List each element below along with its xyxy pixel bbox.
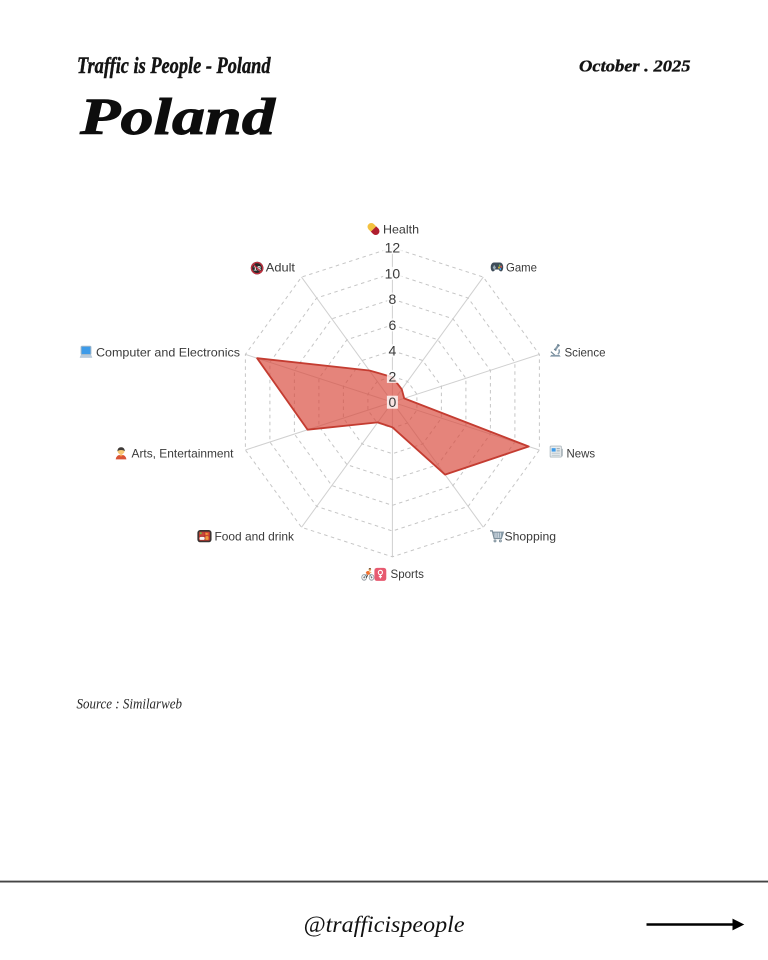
svg-text:Computer and Electronics: Computer and Electronics xyxy=(96,345,240,359)
svg-text:Game: Game xyxy=(506,260,537,274)
svg-text:10: 10 xyxy=(385,265,401,281)
svg-text:8: 8 xyxy=(389,291,397,307)
svg-text:4: 4 xyxy=(389,343,397,359)
svg-text:Traffic is People - Poland: Traffic is People - Poland xyxy=(77,53,271,78)
svg-text:Health: Health xyxy=(383,222,419,236)
svg-text:October . 2025: October . 2025 xyxy=(579,57,691,76)
svg-text:Science: Science xyxy=(565,345,606,359)
svg-text:2: 2 xyxy=(389,368,397,384)
svg-text:Adult: Adult xyxy=(266,260,296,274)
svg-text:News: News xyxy=(567,446,596,460)
svg-text:Poland: Poland xyxy=(79,89,277,146)
svg-text:12: 12 xyxy=(385,240,401,256)
svg-text:0: 0 xyxy=(389,394,397,410)
svg-text:Food and drink: Food and drink xyxy=(215,529,295,543)
svg-text:Arts, Entertainment: Arts, Entertainment xyxy=(132,446,235,460)
svg-text:Sports: Sports xyxy=(391,567,424,581)
svg-text:6: 6 xyxy=(389,317,397,333)
svg-text:@trafficispeople: @trafficispeople xyxy=(304,912,465,937)
svg-text:Source : Similarweb: Source : Similarweb xyxy=(77,697,183,713)
svg-text:Shopping: Shopping xyxy=(505,529,557,543)
